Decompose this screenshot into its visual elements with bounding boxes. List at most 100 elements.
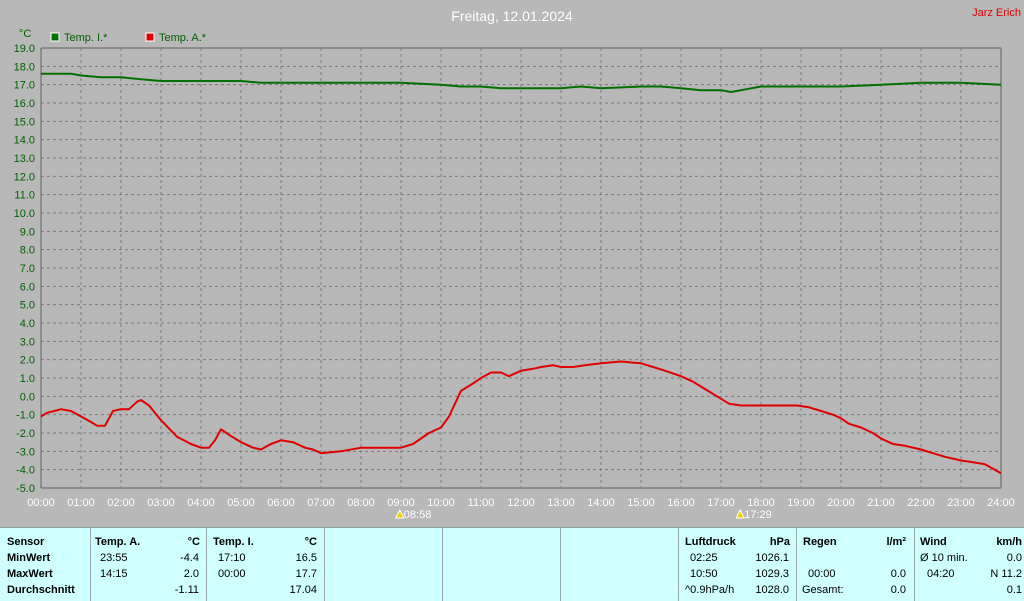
rain-total-value: 0.0: [890, 584, 906, 596]
pressure-header: Luftdruck: [685, 536, 736, 548]
x-tick-label: 15:00: [627, 497, 655, 509]
table-separator: [324, 528, 325, 601]
legend-swatch-outside: [145, 32, 155, 42]
outside-min-time: 23:55: [100, 552, 128, 564]
inside-temp-unit: °C: [304, 536, 317, 548]
pressure-max-value: 1029.3: [755, 568, 789, 580]
x-tick-label: 11:00: [468, 497, 495, 509]
inside-max-time: 00:00: [218, 568, 246, 580]
series-line-inside: [41, 72, 1002, 93]
table-separator: [796, 528, 797, 601]
x-tick-label: 17:00: [707, 497, 735, 509]
x-tick-label: 07:00: [307, 497, 335, 509]
temperature-chart: 19.0 18.0 17.0 16.0 15.0 14.0 13.0 12.0 11.0 10.0…: [14, 7, 1021, 521]
x-tick-label: 05:00: [227, 497, 255, 509]
pressure-min-value: 1026.1: [755, 552, 789, 564]
x-tick-label: 13:00: [547, 497, 575, 509]
x-tick-label: 22:00: [907, 497, 935, 509]
wind-unit: km/h: [996, 536, 1022, 548]
statistics-table: Sensor MinWert MaxWert Durchschnitt Temp…: [0, 527, 1024, 601]
legend-label-outside: Temp. A.*: [159, 32, 207, 44]
series-line-outside: [40, 360, 1002, 475]
y-tick-label: 0.0: [20, 391, 35, 403]
chart-title: Freitag, 12.01.2024: [451, 8, 573, 24]
inside-max-value: 17.7: [295, 568, 317, 580]
pressure-min-time: 02:25: [690, 552, 718, 564]
x-tick-label: 14:00: [587, 497, 615, 509]
x-tick-label: 12:00: [507, 497, 535, 509]
x-tick-label: 24:00: [987, 497, 1015, 509]
table-separator: [678, 528, 679, 601]
wind-max-time: 04:20: [927, 568, 955, 580]
y-tick-label: -5.0: [16, 483, 35, 495]
y-tick-label: 15.0: [14, 116, 35, 128]
y-tick-label: -1.0: [16, 410, 35, 422]
rain-total-label: Gesamt:: [802, 584, 844, 596]
y-tick-label: 7.0: [20, 263, 35, 275]
sun-time-label: 08:58: [404, 509, 432, 521]
wind-max-value: N 11.2: [990, 568, 1022, 580]
x-tick-label: 10:00: [427, 497, 455, 509]
rain-max-time: 00:00: [808, 568, 836, 580]
y-tick-label: 19.0: [14, 43, 35, 55]
y-tick-label: 5.0: [20, 300, 35, 312]
rain-unit: l/m²: [886, 536, 906, 548]
wind-avg-value: 0.0: [1006, 552, 1022, 564]
grid-lines: [40, 47, 1002, 489]
series-lines: [40, 72, 1002, 475]
x-tick-label: 18:00: [747, 497, 775, 509]
x-tick-label: 21:00: [867, 497, 895, 509]
y-tick-label: 16.0: [14, 98, 35, 110]
sensor-header: Sensor: [7, 536, 45, 548]
row-label-avg: Durchschnitt: [7, 584, 75, 596]
y-tick-label: 11.0: [14, 190, 35, 202]
x-tick-label: 00:00: [27, 497, 55, 509]
y-tick-label: -3.0: [16, 446, 35, 458]
row-label-min: MinWert: [7, 552, 51, 564]
inside-min-time: 17:10: [218, 552, 246, 564]
inside-min-value: 16.5: [295, 552, 317, 564]
y-tick-label: 2.0: [20, 355, 35, 367]
wind-header: Wind: [920, 536, 947, 548]
wind-avg-label: Ø 10 min.: [920, 552, 968, 564]
x-tick-label: 23:00: [947, 497, 975, 509]
pressure-unit: hPa: [769, 536, 790, 548]
x-tick-label: 20:00: [827, 497, 855, 509]
rain-header: Regen: [803, 536, 837, 548]
outside-min-value: -4.4: [180, 552, 199, 564]
wind-daily-avg-value: 0.1: [1006, 584, 1022, 596]
inside-temp-header: Temp. I.: [213, 536, 254, 548]
x-tick-label: 19:00: [787, 497, 815, 509]
table-separator: [90, 528, 91, 601]
x-tick-label: 09:00: [387, 497, 415, 509]
pressure-trend: ^0.9hPa/h: [685, 584, 735, 596]
y-tick-label: 9.0: [20, 226, 35, 238]
y-tick-label: -2.0: [16, 428, 35, 440]
outside-max-time: 14:15: [100, 568, 128, 580]
rain-max-value: 0.0: [890, 568, 906, 580]
legend: Temp. I.* Temp. A.*: [50, 32, 207, 44]
time-annotations: 08:58 17:29: [394, 508, 772, 521]
x-tick-label: 16:00: [667, 497, 695, 509]
x-tick-label: 03:00: [147, 497, 175, 509]
y-tick-label: -4.0: [16, 465, 35, 477]
y-tick-label: 4.0: [20, 318, 35, 330]
row-label-max: MaxWert: [7, 568, 53, 580]
y-tick-label: 14.0: [14, 135, 35, 147]
legend-label-inside: Temp. I.*: [64, 32, 108, 44]
y-axis-unit: °C: [19, 28, 31, 40]
sun-marker-icon: [394, 508, 405, 519]
pressure-avg-value: 1028.0: [755, 584, 789, 596]
table-separator: [206, 528, 207, 601]
outside-avg-value: -1.11: [174, 584, 199, 596]
y-tick-label: 6.0: [20, 281, 35, 293]
legend-swatch-inside: [50, 32, 60, 42]
pressure-max-time: 10:50: [690, 568, 718, 580]
sun-time-label: 17:29: [744, 509, 772, 521]
outside-temp-unit: °C: [187, 536, 200, 548]
y-axis-tick-labels: 19.0 18.0 17.0 16.0 15.0 14.0 13.0 12.0 11.0 10.0…: [14, 43, 35, 495]
y-tick-label: 12.0: [14, 171, 35, 183]
outside-max-value: 2.0: [183, 568, 199, 580]
x-tick-label: 08:00: [347, 497, 375, 509]
y-tick-label: 1.0: [20, 373, 35, 385]
